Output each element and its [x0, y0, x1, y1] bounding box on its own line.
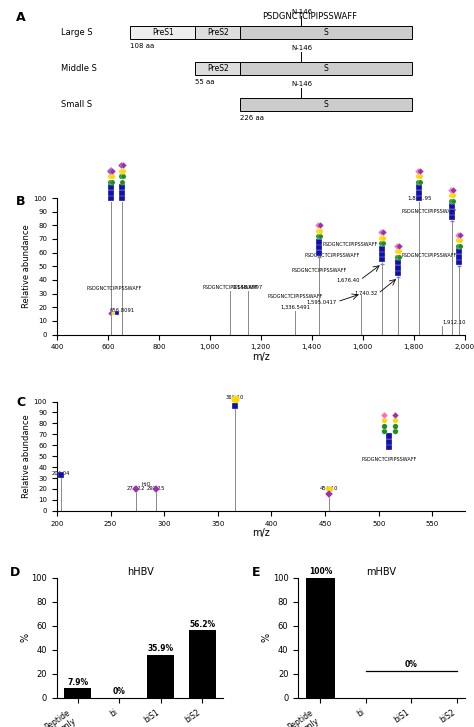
Text: PreS2: PreS2 [207, 28, 229, 37]
Text: 35.9%: 35.9% [148, 644, 174, 653]
Text: 226 aa: 226 aa [240, 115, 264, 121]
Text: PSDGNCTCIPIPSSWAFF: PSDGNCTCIPIPSSWAFF [401, 209, 457, 214]
Y-axis label: Relative abundance: Relative abundance [22, 414, 31, 498]
Text: 292.15: 292.15 [146, 486, 165, 491]
Y-axis label: Relative abundance: Relative abundance [22, 225, 31, 308]
Bar [195, 26, 240, 39]
Text: E: E [252, 566, 260, 579]
Text: 56.2%: 56.2% [189, 619, 215, 629]
Text: 0%: 0% [405, 660, 418, 669]
Text: N-146: N-146 [291, 45, 312, 51]
Text: C: C [16, 396, 25, 409]
Text: 1,148.6997: 1,148.6997 [233, 284, 263, 289]
X-axis label: m/z: m/z [252, 528, 270, 538]
Bar [240, 98, 411, 111]
X-axis label: m/z: m/z [252, 352, 270, 362]
Text: 1,336.5491: 1,336.5491 [281, 305, 310, 310]
Text: S: S [324, 28, 328, 37]
Text: 1,740.32: 1,740.32 [354, 291, 377, 296]
Text: 656.8091: 656.8091 [109, 308, 135, 313]
Bar [147, 655, 174, 698]
Text: PSDGNCTCIPIPSSWAFF: PSDGNCTCIPIPSSWAFF [292, 268, 347, 273]
Bar [130, 26, 195, 39]
Text: S: S [324, 100, 328, 109]
Bar [240, 62, 411, 75]
Text: 7.9%: 7.9% [67, 678, 89, 686]
Text: PreS1: PreS1 [152, 28, 174, 37]
Bar [195, 62, 240, 75]
Text: D: D [10, 566, 20, 579]
Text: H₂O: H₂O [141, 482, 151, 487]
Text: 366.10: 366.10 [226, 395, 244, 400]
Text: B: B [16, 196, 26, 208]
Text: N-146: N-146 [291, 81, 312, 87]
Text: PSDGNCTCIPIPSSWAFF: PSDGNCTCIPIPSSWAFF [202, 284, 258, 289]
Text: Large S: Large S [61, 28, 92, 37]
Text: S: S [324, 64, 328, 73]
Text: Small S: Small S [61, 100, 92, 109]
Text: 454.10: 454.10 [320, 486, 339, 491]
Text: PSDGNCTCIPIPSSWAFF: PSDGNCTCIPIPSSWAFF [362, 457, 417, 462]
Text: A: A [16, 11, 26, 24]
Title: hHBV: hHBV [127, 567, 154, 577]
Text: PSDGNCTCIPIPSSWAFF: PSDGNCTCIPIPSSWAFF [305, 253, 360, 258]
Text: PSDGNCTCIPIPSSWAFF: PSDGNCTCIPIPSSWAFF [262, 12, 357, 21]
Text: 1,676.40: 1,676.40 [336, 278, 360, 283]
Title: mHBV: mHBV [366, 567, 396, 577]
Text: 1,821.95: 1,821.95 [407, 196, 431, 201]
Bar [64, 688, 91, 698]
Text: 55 aa: 55 aa [195, 79, 215, 85]
Text: PSDGNCTCIPIPSSWAFF: PSDGNCTCIPIPSSWAFF [268, 294, 323, 299]
Text: 204.04: 204.04 [52, 471, 71, 476]
Y-axis label: %: % [261, 633, 271, 643]
Text: 274.12: 274.12 [127, 486, 146, 491]
Y-axis label: %: % [20, 633, 30, 643]
Text: 0%: 0% [113, 687, 126, 696]
Text: 100%: 100% [309, 568, 332, 577]
Bar [240, 26, 411, 39]
Text: PSDGNCTCIPIPSSWAFF: PSDGNCTCIPIPSSWAFF [323, 242, 378, 247]
Text: PSDGNCTCIPIPSSWAFF: PSDGNCTCIPIPSSWAFF [401, 253, 457, 258]
Text: PSDGNCTCIPIPSSWAFF: PSDGNCTCIPIPSSWAFF [86, 286, 141, 291]
Text: 1,595.0417: 1,595.0417 [306, 300, 337, 305]
Bar [189, 630, 216, 698]
Text: Middle S: Middle S [61, 64, 97, 73]
Text: PreS2: PreS2 [207, 64, 229, 73]
Text: 1,912.10: 1,912.10 [442, 320, 465, 325]
Bar [306, 578, 335, 698]
Text: 108 aa: 108 aa [130, 43, 155, 49]
Text: N-146: N-146 [291, 9, 312, 15]
